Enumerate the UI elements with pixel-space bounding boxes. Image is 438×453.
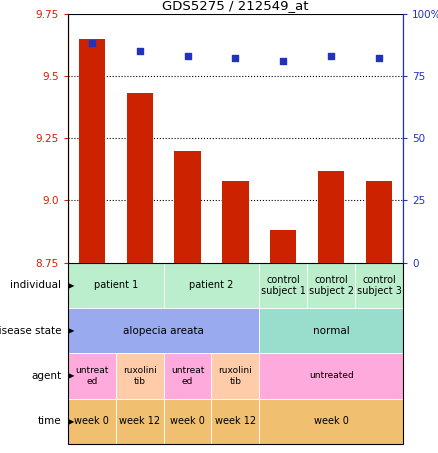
- Text: patient 2: patient 2: [189, 280, 234, 290]
- Bar: [259, 263, 307, 322]
- Text: week 0: week 0: [170, 416, 205, 426]
- Text: GSM1414313: GSM1414313: [135, 262, 144, 323]
- Title: GDS5275 / 212549_at: GDS5275 / 212549_at: [162, 0, 309, 12]
- Text: normal: normal: [313, 326, 350, 336]
- Bar: [307, 263, 355, 322]
- Bar: [164, 263, 259, 308]
- Bar: [212, 263, 259, 322]
- Text: GSM1414314: GSM1414314: [183, 262, 192, 323]
- Bar: [355, 263, 403, 308]
- Point: [184, 53, 191, 60]
- Text: GSM1414317: GSM1414317: [327, 262, 336, 323]
- Bar: [212, 353, 259, 399]
- Text: agent: agent: [31, 371, 61, 381]
- Text: week 0: week 0: [74, 416, 109, 426]
- Bar: [68, 263, 116, 322]
- Bar: [116, 263, 164, 322]
- Bar: [259, 399, 403, 444]
- Text: ▶: ▶: [68, 326, 74, 335]
- Text: week 0: week 0: [314, 416, 349, 426]
- Text: week 12: week 12: [215, 416, 256, 426]
- Text: GSM1414318: GSM1414318: [374, 262, 384, 323]
- Text: disease state: disease state: [0, 326, 61, 336]
- Bar: [164, 353, 212, 399]
- Bar: [307, 263, 355, 308]
- Text: untreat
ed: untreat ed: [75, 366, 109, 386]
- Text: GSM1414315: GSM1414315: [231, 262, 240, 323]
- Text: ▶: ▶: [68, 371, 74, 381]
- Bar: [212, 399, 259, 444]
- Text: individual: individual: [11, 280, 61, 290]
- Point: [232, 55, 239, 62]
- Text: GSM1414312: GSM1414312: [87, 262, 96, 323]
- Text: patient 1: patient 1: [94, 280, 138, 290]
- Text: control
subject 2: control subject 2: [309, 275, 353, 296]
- Text: ▶: ▶: [68, 417, 74, 426]
- Bar: [355, 263, 403, 322]
- Bar: [116, 399, 164, 444]
- Bar: [68, 399, 116, 444]
- Point: [328, 53, 335, 60]
- Bar: [68, 308, 259, 353]
- Bar: [68, 263, 164, 308]
- Bar: [164, 263, 212, 322]
- Bar: [259, 308, 403, 353]
- Text: untreated: untreated: [309, 371, 353, 381]
- Bar: [127, 93, 153, 263]
- Bar: [366, 180, 392, 263]
- Bar: [68, 353, 116, 399]
- Text: control
subject 3: control subject 3: [357, 275, 402, 296]
- Bar: [318, 171, 344, 263]
- Point: [375, 55, 382, 62]
- Point: [280, 57, 287, 64]
- Bar: [259, 263, 307, 308]
- Bar: [222, 180, 249, 263]
- Text: control
subject 1: control subject 1: [261, 275, 306, 296]
- Bar: [270, 230, 297, 263]
- Bar: [259, 353, 403, 399]
- Text: GSM1414316: GSM1414316: [279, 262, 288, 323]
- Text: alopecia areata: alopecia areata: [123, 326, 204, 336]
- Bar: [164, 399, 212, 444]
- Point: [88, 40, 95, 47]
- Text: ▶: ▶: [68, 281, 74, 290]
- Text: ruxolini
tib: ruxolini tib: [219, 366, 252, 386]
- Text: untreat
ed: untreat ed: [171, 366, 204, 386]
- Bar: [79, 39, 105, 263]
- Text: week 12: week 12: [119, 416, 160, 426]
- Point: [136, 48, 143, 55]
- Bar: [174, 151, 201, 263]
- Text: ruxolini
tib: ruxolini tib: [123, 366, 156, 386]
- Text: time: time: [38, 416, 61, 426]
- Bar: [116, 353, 164, 399]
